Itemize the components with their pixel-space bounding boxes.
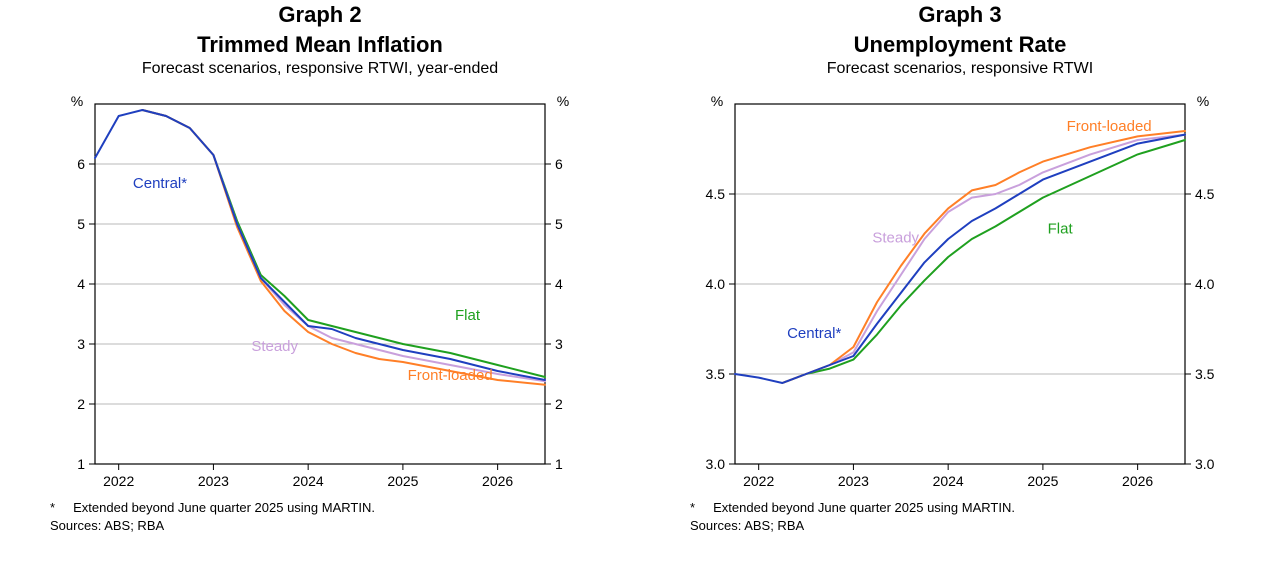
label-flat: Flat <box>455 307 481 324</box>
svg-text:3.0: 3.0 <box>706 456 726 472</box>
graph3-svg: 2022 2023 2024 2025 2026 3.0 3.0 3.5 3.5 4.0 4.0 4.… <box>690 84 1230 494</box>
graph2-svg: 2022 2023 2024 2025 2026 1 1 2 2 3 3 4 4 5 5 6 6%% Centra… <box>50 84 590 494</box>
label-central: Central* <box>787 325 841 342</box>
svg-text:2023: 2023 <box>838 473 869 489</box>
svg-text:4: 4 <box>77 276 85 292</box>
svg-text:4: 4 <box>555 276 563 292</box>
svg-text:3.5: 3.5 <box>1195 366 1215 382</box>
svg-text:2023: 2023 <box>198 473 229 489</box>
svg-text:3.0: 3.0 <box>1195 456 1215 472</box>
svg-text:6: 6 <box>77 156 85 172</box>
graph2-footnote-mark: * <box>50 500 55 515</box>
graph2-subtitle: Forecast scenarios, responsive RTWI, yea… <box>20 60 620 78</box>
svg-text:2024: 2024 <box>293 473 324 489</box>
graph3-label: Graph 3 <box>660 2 1260 28</box>
svg-text:2025: 2025 <box>1027 473 1058 489</box>
graph2-sources: Sources: ABS; RBA <box>50 518 610 534</box>
svg-text:%: % <box>711 93 723 109</box>
svg-text:2026: 2026 <box>482 473 513 489</box>
label-central: Central* <box>133 175 187 192</box>
graph3-chart: 2022 2023 2024 2025 2026 3.0 3.0 3.5 3.5 4.0 4.0 4.… <box>690 84 1230 494</box>
label-frontloaded: Front-loaded <box>408 367 493 384</box>
svg-text:6: 6 <box>555 156 563 172</box>
graph2-title: Trimmed Mean Inflation <box>20 32 620 58</box>
label-steady: Steady <box>872 230 919 247</box>
svg-text:2: 2 <box>555 396 563 412</box>
graph3-footnote-mark: * <box>690 500 695 515</box>
graph3-footnote-text: Extended beyond June quarter 2025 using … <box>713 500 1015 515</box>
label-steady: Steady <box>251 338 298 355</box>
svg-text:5: 5 <box>555 216 563 232</box>
graph2-label: Graph 2 <box>20 2 620 28</box>
svg-text:1: 1 <box>555 456 563 472</box>
graph2-panel: Graph 2 Trimmed Mean Inflation Forecast … <box>20 0 620 535</box>
graph3-panel: Graph 3 Unemployment Rate Forecast scena… <box>660 0 1260 535</box>
svg-text:4.5: 4.5 <box>706 186 726 202</box>
svg-text:%: % <box>71 93 83 109</box>
graph2-footnote: * Extended beyond June quarter 2025 usin… <box>50 500 610 516</box>
svg-text:3.5: 3.5 <box>706 366 726 382</box>
svg-text:2025: 2025 <box>387 473 418 489</box>
page-root: Graph 2 Trimmed Mean Inflation Forecast … <box>0 0 1266 569</box>
svg-text:1: 1 <box>77 456 85 472</box>
label-frontloaded: Front-loaded <box>1067 118 1152 135</box>
graph3-sources: Sources: ABS; RBA <box>690 518 1250 534</box>
svg-text:4.0: 4.0 <box>1195 276 1215 292</box>
svg-text:2: 2 <box>77 396 85 412</box>
label-flat: Flat <box>1048 221 1074 238</box>
graph2-footnote-text: Extended beyond June quarter 2025 using … <box>73 500 375 515</box>
svg-text:3: 3 <box>555 336 563 352</box>
svg-text:2022: 2022 <box>743 473 774 489</box>
svg-text:5: 5 <box>77 216 85 232</box>
svg-text:4.5: 4.5 <box>1195 186 1215 202</box>
svg-text:%: % <box>557 93 569 109</box>
svg-text:2024: 2024 <box>933 473 964 489</box>
graph3-footnote: * Extended beyond June quarter 2025 usin… <box>690 500 1250 516</box>
svg-text:2026: 2026 <box>1122 473 1153 489</box>
svg-text:%: % <box>1197 93 1209 109</box>
graph3-title: Unemployment Rate <box>660 32 1260 58</box>
graph3-subtitle: Forecast scenarios, responsive RTWI <box>660 60 1260 78</box>
svg-text:3: 3 <box>77 336 85 352</box>
graph2-chart: 2022 2023 2024 2025 2026 1 1 2 2 3 3 4 4 5 5 6 6%% Centra… <box>50 84 590 494</box>
svg-text:2022: 2022 <box>103 473 134 489</box>
svg-text:4.0: 4.0 <box>706 276 726 292</box>
